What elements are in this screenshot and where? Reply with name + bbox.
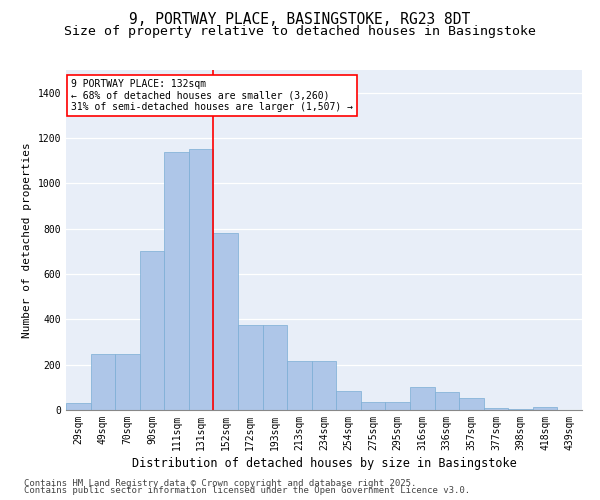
Text: 9 PORTWAY PLACE: 132sqm
← 68% of detached houses are smaller (3,260)
31% of semi: 9 PORTWAY PLACE: 132sqm ← 68% of detache… [71,79,353,112]
Text: Contains HM Land Registry data © Crown copyright and database right 2025.: Contains HM Land Registry data © Crown c… [24,478,416,488]
Text: 9, PORTWAY PLACE, BASINGSTOKE, RG23 8DT: 9, PORTWAY PLACE, BASINGSTOKE, RG23 8DT [130,12,470,28]
Bar [385,402,410,410]
Bar [459,398,484,410]
Bar [214,233,238,410]
Bar [164,152,189,410]
X-axis label: Distribution of detached houses by size in Basingstoke: Distribution of detached houses by size … [131,457,517,470]
Bar [140,252,164,410]
Bar [336,390,361,410]
Bar [91,354,115,410]
Bar [410,388,434,410]
Bar [66,403,91,410]
Bar [189,150,214,410]
Text: Contains public sector information licensed under the Open Government Licence v3: Contains public sector information licen… [24,486,470,495]
Bar [484,408,508,410]
Bar [312,362,336,410]
Text: Size of property relative to detached houses in Basingstoke: Size of property relative to detached ho… [64,25,536,38]
Bar [533,406,557,410]
Bar [238,325,263,410]
Bar [361,402,385,410]
Bar [434,392,459,410]
Bar [508,409,533,410]
Bar [263,325,287,410]
Y-axis label: Number of detached properties: Number of detached properties [22,142,32,338]
Bar [287,362,312,410]
Bar [115,354,140,410]
